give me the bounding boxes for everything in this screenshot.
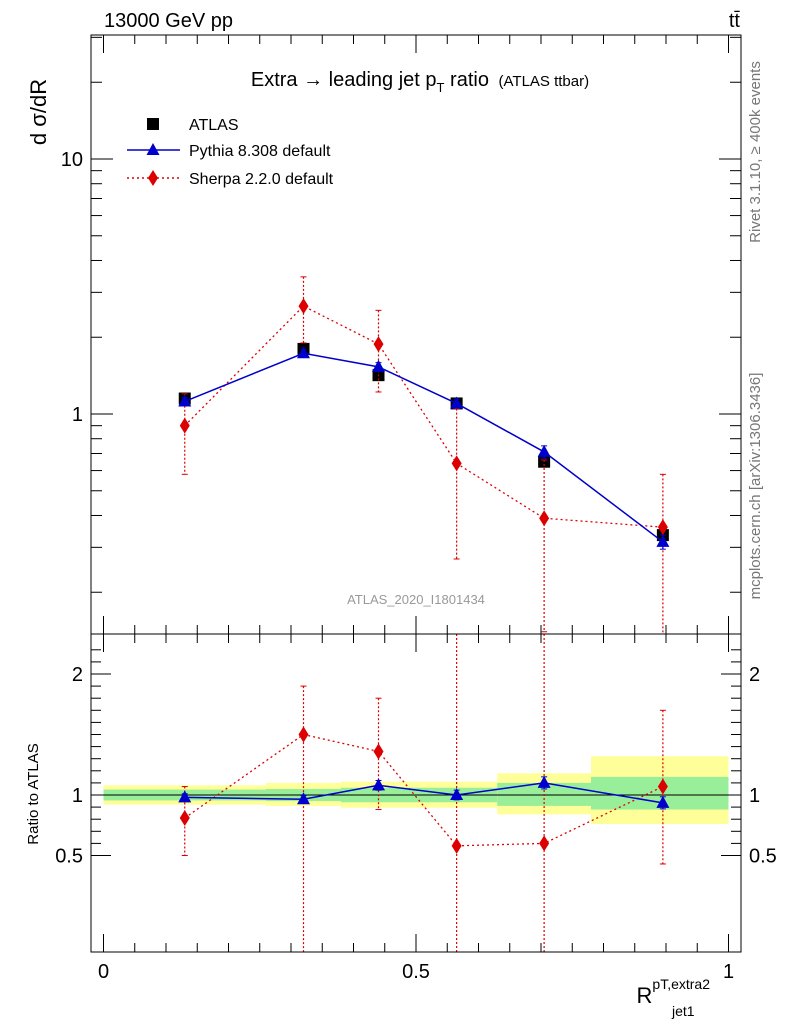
pythia-data-point (178, 790, 192, 803)
mcplots-source-label: mcplots.cern.ch [arXiv:1306.3436] (747, 373, 764, 600)
sherpa-data-point (451, 455, 462, 472)
x-axis-label: RpT,extra2 (637, 976, 711, 1008)
pythia-data-point (537, 775, 551, 788)
pythia-data-point (146, 143, 160, 155)
ratio-frame (90, 633, 742, 953)
pythia-data-point (450, 788, 464, 800)
x-tick-label: 0 (98, 961, 109, 983)
energy-label: 13000 GeV pp (104, 10, 233, 32)
main-y-tick-label: 10 (61, 149, 83, 171)
pythia-data-point (297, 792, 310, 805)
rivet-version-label: Rivet 3.1.10, ≥ 400k events (747, 61, 764, 243)
sherpa-data-point (298, 726, 309, 743)
pythia-data-point (450, 396, 464, 409)
pythia-data-point (656, 534, 670, 547)
ratio-y-tick-label: 0.5 (55, 846, 83, 868)
analysis-watermark: ATLAS_2020_I1801434 (347, 592, 485, 607)
x-label-base: R (637, 983, 653, 1008)
chart-title: Extra → leading jet pT ratio (ATLAS ttba… (251, 69, 589, 95)
x-tick-label: 0.5 (402, 961, 430, 983)
pythia-data-point (537, 444, 551, 457)
pythia-data-point (372, 359, 385, 372)
sherpa-data-point (657, 519, 668, 536)
ratio-y-tick-label-right: 1 (749, 785, 760, 807)
chart-title-tail: ratio (444, 69, 488, 91)
legend-label: ATLAS (189, 117, 239, 134)
ratio-y-tick-label-right: 0.5 (749, 846, 777, 868)
pythia-data-point (372, 778, 385, 791)
sherpa-data-point (373, 743, 384, 760)
chart-title-paren: (ATLAS ttbar) (499, 73, 590, 90)
ratio-data-layer (178, 633, 670, 953)
legend-label: Sherpa 2.2.0 default (189, 171, 334, 188)
sherpa-data-point (657, 778, 668, 795)
sherpa-data-point (148, 170, 158, 186)
ratio-axes: 0.5 0.5 1 1 2 2 0 0.5 1 (55, 634, 777, 983)
pythia-data-point (178, 394, 192, 407)
legend: ATLAS Pythia 8.308 default Sherpa 2.2.0 de… (127, 117, 334, 188)
sherpa-data-point (373, 336, 384, 353)
main-y-tick-label: 1 (72, 404, 83, 426)
main-plot-panel: 1 10 Extra → leading jet pT ratio (ATLAS … (26, 34, 742, 635)
sherpa-data-point (451, 837, 462, 854)
ratio-y-tick-label: 2 (72, 664, 83, 686)
main-data-layer (178, 276, 670, 635)
x-label-sup: pT,extra2 (652, 976, 710, 992)
pythia-data-point (297, 346, 310, 359)
ratio-y-tick-label: 1 (72, 785, 83, 807)
chart-title-main: Extra → leading jet p (251, 69, 437, 91)
sherpa-data-point (179, 417, 190, 434)
sherpa-data-point (179, 809, 190, 826)
x-tick-label: 1 (723, 961, 734, 983)
ratio-plot-panel: 0.5 0.5 1 1 2 2 0 0.5 1 Ratio to ATLAS RpT,extra… (25, 633, 777, 1019)
process-label: tt̄ (729, 10, 741, 32)
chart-title-sub: T (437, 80, 445, 95)
sherpa-data-point (539, 835, 550, 852)
pythia-series-line (184, 782, 663, 804)
ratio-y-label: Ratio to ATLAS (25, 743, 42, 844)
ratio-y-tick-label-right: 2 (749, 664, 760, 686)
pythia-series-line (184, 352, 664, 543)
sherpa-data-point (539, 510, 550, 527)
pythia-data-point (656, 795, 670, 808)
sherpa-series-line (184, 733, 664, 847)
legend-label: Pythia 8.308 default (189, 143, 331, 160)
sherpa-series-line (184, 305, 663, 528)
main-axes: 1 10 (61, 35, 741, 634)
sherpa-data-point (298, 298, 309, 315)
main-y-axis-label: d σ/dR (26, 79, 51, 145)
atlas-data-point (147, 118, 159, 130)
x-label-sub: jet1 (671, 1003, 695, 1019)
y-label-text: d σ/dR (26, 79, 51, 145)
